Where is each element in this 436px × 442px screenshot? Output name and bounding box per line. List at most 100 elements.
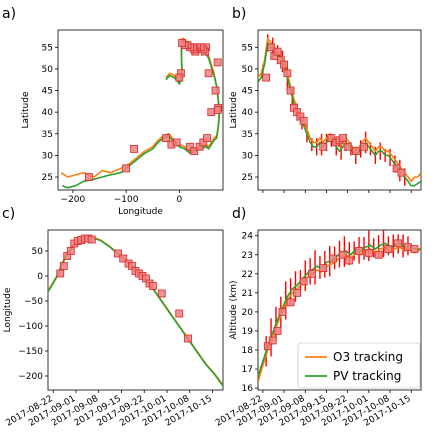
- y-tick-label: 17: [242, 365, 253, 375]
- data-marker: [130, 145, 139, 153]
- data-marker: [374, 250, 383, 259]
- data-marker: [162, 134, 170, 143]
- data-marker: [283, 69, 292, 78]
- plot-area: [60, 37, 223, 189]
- y-tick-label: 22: [242, 270, 253, 280]
- plot-frame: [57, 29, 224, 191]
- data-marker: [211, 86, 220, 95]
- y-tick-label: 18: [242, 346, 254, 356]
- panel-b: b) 25 30 35 40 45 50 55 Latitude: [229, 6, 422, 193]
- plot-area: [258, 230, 421, 383]
- panel-label: a): [2, 6, 16, 22]
- data-marker: [213, 106, 222, 114]
- data-marker: [87, 235, 96, 244]
- y-tick-label: 25: [242, 173, 253, 183]
- y-tick-label: 35: [42, 130, 53, 140]
- y-tick-label: 30: [42, 151, 54, 161]
- data-marker: [338, 250, 347, 259]
- y-axis-label: Longitude: [3, 287, 13, 332]
- data-marker: [273, 327, 282, 335]
- data-marker: [404, 243, 412, 252]
- data-marker: [190, 147, 199, 155]
- plot-area: [48, 234, 223, 387]
- y-tick-label: −150: [18, 347, 43, 357]
- y-axis-label: Latitude: [21, 91, 31, 129]
- y-tick-label: 50: [32, 247, 44, 257]
- y-tick-label: −200: [18, 372, 43, 382]
- panel-label: b): [232, 6, 246, 22]
- y-tick-label: −50: [24, 297, 43, 307]
- data-marker: [175, 309, 184, 318]
- data-marker: [355, 247, 363, 255]
- data-marker: [149, 282, 157, 290]
- data-marker: [293, 288, 302, 297]
- data-marker: [56, 269, 65, 278]
- y-axis-label: Latitude: [229, 91, 239, 129]
- legend-box: [297, 342, 421, 389]
- panel-a: a) 25 30 35 40 45 50 55 −200 −100 0 Longitude Latitu…: [2, 6, 224, 217]
- data-marker: [299, 277, 308, 286]
- y-tick-label: 25: [42, 173, 53, 183]
- legend: O3 tracking PV tracking: [297, 342, 421, 389]
- data-marker: [278, 308, 287, 316]
- panel-c: c)−200−150−100−500502017-08-222017-09-01…: [2, 206, 224, 429]
- y-tick-label: 30: [242, 151, 254, 161]
- panel-d: d)1617181920212223242017-08-222017-09-01…: [214, 206, 422, 429]
- y-tick-label: 50: [242, 65, 254, 75]
- o3-tracking-line: [258, 246, 421, 383]
- y-tick-label: 55: [242, 43, 253, 53]
- data-marker: [184, 334, 192, 343]
- data-marker: [410, 245, 419, 253]
- data-marker: [343, 142, 352, 151]
- y-tick-label: 50: [42, 65, 54, 75]
- y-tick-label: 21: [242, 289, 253, 299]
- data-marker: [351, 147, 360, 155]
- y-tick-label: 24: [242, 232, 254, 242]
- data-marker: [59, 262, 68, 270]
- data-marker: [114, 249, 122, 258]
- y-tick-label: 45: [242, 87, 253, 97]
- data-marker: [84, 173, 93, 181]
- y-tick-label: 35: [242, 130, 253, 140]
- data-marker: [329, 254, 337, 263]
- y-tick-label: 40: [242, 108, 254, 118]
- y-tick-label: 19: [242, 327, 254, 337]
- data-marker: [392, 164, 401, 173]
- plot-frame: [47, 229, 224, 391]
- plot-area: [258, 34, 421, 187]
- y-tick-label: 40: [42, 108, 54, 118]
- x-tick-label: −100: [114, 195, 139, 205]
- data-marker: [267, 43, 275, 52]
- data-marker: [178, 39, 186, 47]
- data-marker: [172, 138, 181, 147]
- x-axis-label: Longitude: [118, 207, 163, 217]
- data-marker: [319, 142, 328, 151]
- y-tick-label: 23: [242, 251, 253, 261]
- legend-label-pv: PV tracking: [333, 369, 401, 383]
- y-tick-label: 0: [37, 272, 43, 282]
- data-marker: [262, 73, 271, 82]
- data-marker: [397, 168, 406, 177]
- data-marker: [327, 134, 336, 143]
- x-tick-label: −200: [61, 195, 86, 205]
- y-tick-label: −100: [18, 322, 43, 332]
- data-marker: [394, 239, 403, 248]
- pv-tracking-line: [258, 242, 421, 377]
- y-tick-label: 45: [42, 87, 53, 97]
- data-marker: [299, 116, 308, 125]
- data-marker: [319, 264, 328, 272]
- data-marker: [207, 108, 216, 117]
- data-marker: [175, 73, 184, 82]
- data-marker: [286, 298, 295, 307]
- data-marker: [360, 142, 368, 151]
- data-marker: [204, 69, 213, 78]
- y-tick-label: 55: [42, 43, 53, 53]
- data-marker: [186, 142, 194, 151]
- panel-label: d): [232, 206, 246, 222]
- data-marker: [280, 60, 288, 69]
- data-marker: [286, 86, 295, 95]
- pv-tracking-line: [258, 42, 421, 187]
- data-marker: [364, 248, 373, 257]
- data-marker: [213, 58, 222, 67]
